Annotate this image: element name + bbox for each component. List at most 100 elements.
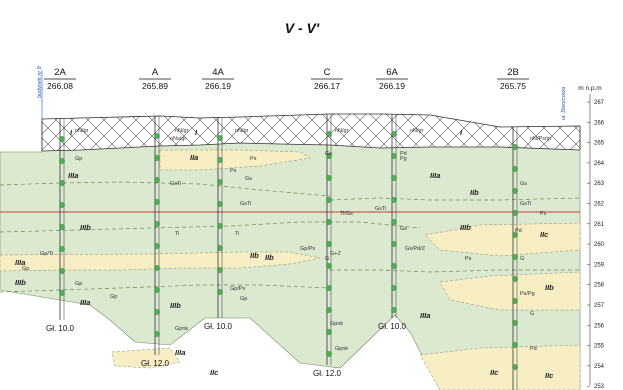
soil-code: Gp: [240, 296, 247, 302]
sample-marker: [326, 219, 332, 225]
layer-boundary-5: [330, 269, 580, 273]
soil-code: Gs: [400, 226, 407, 232]
sample-marker: [59, 136, 65, 142]
sample-marker: [391, 219, 397, 225]
sample-marker: [217, 223, 223, 229]
soil-code: Gpnk: [335, 346, 348, 352]
layer-boundary-4: [0, 181, 331, 197]
layer-symbol: IIIa: [430, 171, 440, 180]
sample-marker: [391, 197, 397, 203]
soil-code: Pd: [530, 346, 537, 352]
sample-marker: [512, 276, 518, 282]
borehole-2a: 2A 266.08 Gł. 10.0: [44, 67, 76, 333]
soil-code: nN/gr: [75, 128, 89, 134]
borehole-c: C 266.17 Gł. 12.0: [311, 67, 343, 378]
sample-marker: [391, 241, 397, 247]
borehole-6a: 6A 266.19 Gł. 10.0: [376, 67, 408, 331]
soil-code: Ti: [235, 231, 239, 237]
layer-symbol: IIb: [250, 251, 259, 260]
sample-marker: [59, 290, 65, 296]
sample-marker: [217, 135, 223, 141]
scale-tick-label: 258: [594, 283, 605, 289]
sample-marker: [326, 351, 332, 357]
sample-marker: [154, 177, 160, 183]
soil-codes-group: Gp Gp/Ti Gp Gp Gp Gp/Ps Gpnk Gp Gpnk Gp/Ps Gpnk Gs G…: [22, 128, 552, 352]
elevation-scale: 267 266 265 264 263 262 261 260 259 258 257 256 255 2…: [587, 94, 605, 390]
layer-symbol: IIb: [470, 188, 479, 197]
sample-marker: [154, 331, 160, 337]
sample-marker: [154, 221, 160, 227]
soil-code: nN/Ps/gr: [530, 136, 552, 142]
borehole-elevation: 266.19: [379, 81, 405, 91]
scale-tick-label: 256: [594, 323, 605, 329]
sample-marker: [217, 267, 223, 273]
sample-marker: [217, 245, 223, 251]
soil-code: Pg: [400, 156, 407, 162]
layer-symbol: IIIb: [80, 223, 91, 232]
soil-code: Ps: [250, 156, 257, 162]
scale-tick-label: 253: [594, 384, 605, 390]
borehole-elevation: 265.89: [142, 81, 168, 91]
sample-marker: [512, 364, 518, 370]
layer-symbol: IIIa: [175, 348, 185, 357]
scale-tick-label: 257: [594, 303, 605, 309]
soil-code: Pd: [400, 151, 407, 157]
sand-lens-right-a: [424, 222, 581, 257]
sample-marker: [59, 268, 65, 274]
soil-code: Gp/Ti: [40, 251, 53, 257]
sample-marker: [326, 197, 332, 203]
borehole-elevation: 266.19: [205, 81, 231, 91]
layer-symbol: IIa: [190, 153, 198, 162]
soil-code: Gpnk: [330, 321, 343, 327]
sample-marker: [326, 175, 332, 181]
sample-marker: [512, 254, 518, 260]
boreholes-group: 2A 266.08 Gł. 10.0 A 265.89 Gł. 12.0 4A 266.19 G…: [44, 67, 529, 390]
layer-symbol: IIIb: [170, 301, 181, 310]
sample-marker: [391, 175, 397, 181]
soil-code: nN/gr: [410, 128, 424, 134]
borehole-name: 2B: [507, 67, 519, 78]
soil-code: G: [520, 256, 524, 262]
soil-code: GsTi: [170, 181, 181, 187]
sample-marker: [59, 180, 65, 186]
soil-code: Ti: [175, 231, 179, 237]
sample-marker: [512, 188, 518, 194]
sample-marker: [512, 342, 518, 348]
sample-marker: [391, 153, 397, 159]
soil-code: Gp: [75, 156, 82, 162]
sand-lens-right-c: [419, 344, 581, 390]
scale-tick-label: 264: [594, 161, 605, 167]
soil-code: Gs/Pd/Z: [405, 246, 426, 252]
sample-marker: [59, 246, 65, 252]
sample-marker: [59, 224, 65, 230]
soil-code: Ps/Pg: [520, 291, 535, 297]
sample-marker: [326, 263, 332, 269]
borehole-name: 2A: [54, 67, 66, 78]
soil-code: Gp/Ps: [300, 246, 316, 252]
soil-code: Gp: [75, 281, 82, 287]
soil-code: Gs: [325, 151, 332, 157]
layer-symbol: IIIa: [80, 298, 90, 307]
soil-code: Gp: [22, 266, 29, 272]
soil-code: Ps: [230, 168, 237, 174]
sample-marker: [217, 201, 223, 207]
soil-code: Pd: [515, 228, 522, 234]
scale-tick-label: 255: [594, 344, 605, 350]
soil-code: nN/gr: [235, 128, 249, 134]
soil-code: nN/gr: [175, 128, 189, 134]
scale-tick-label: 259: [594, 262, 605, 268]
soil-code: Gp: [110, 294, 117, 300]
sand-lens-upper: [159, 149, 311, 171]
borehole-depth: Gł. 10.0: [204, 322, 233, 331]
soil-code: Gpnk: [175, 326, 188, 332]
sample-marker: [217, 289, 223, 295]
borehole-elevation: 266.17: [314, 81, 340, 91]
sample-marker: [154, 243, 160, 249]
soil-code: G: [530, 311, 534, 317]
sample-marker: [59, 158, 65, 164]
sample-marker: [59, 202, 65, 208]
layer-symbol: IIIb: [460, 223, 471, 232]
sand-lens-right-b: [439, 271, 581, 311]
layer-symbol: IIc: [540, 230, 549, 239]
